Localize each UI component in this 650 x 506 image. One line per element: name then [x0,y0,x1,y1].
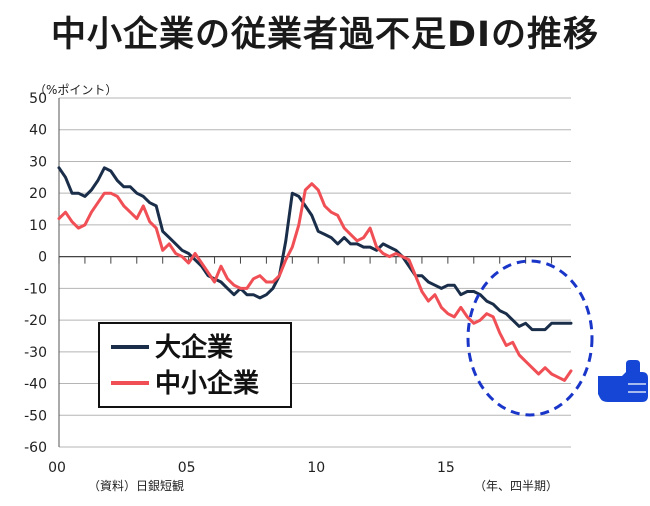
legend-label: 中小企業 [155,368,259,399]
y-tick-label: -10 [24,281,47,297]
y-tick-labels: 50 40 30 20 10 0 -10 -20 -30 -40 -50 -60 [24,91,47,456]
y-tick-label: 50 [29,91,47,107]
y-tick-label: 0 [38,250,47,266]
y-axis-label: （%ポイント） [34,83,117,97]
series-line-1 [57,182,573,382]
y-tick-label: -60 [24,440,47,456]
y-tick-label: -50 [24,408,47,424]
x-tick-label: 15 [437,460,455,476]
y-tick-label: 40 [29,123,47,139]
y-tick-label: -30 [24,345,47,361]
highlight-ellipse [466,259,594,417]
series-lines [57,166,573,382]
chart-title: 中小企業の従業者過不足DIの推移 [50,15,600,55]
x-tick-label: 10 [307,460,325,476]
y-tick-label: -20 [24,313,47,329]
x-tick-label: 00 [48,460,66,476]
y-tick-label: 10 [29,218,47,234]
y-tick-label: 30 [29,154,47,170]
source-note: （資料）日銀短観 [88,479,184,493]
legend-box [98,322,292,408]
pointing-hand-icon [598,360,648,402]
y-tick-label: 20 [29,186,47,202]
y-tick-label: -40 [24,377,47,393]
legend-label: 大企業 [155,332,233,363]
x-axis-label: （年、四半期） [474,479,558,493]
x-tick-label: 05 [178,460,196,476]
x-tick-labels: 00 05 10 15 [48,460,455,476]
series-line-0 [57,166,573,332]
